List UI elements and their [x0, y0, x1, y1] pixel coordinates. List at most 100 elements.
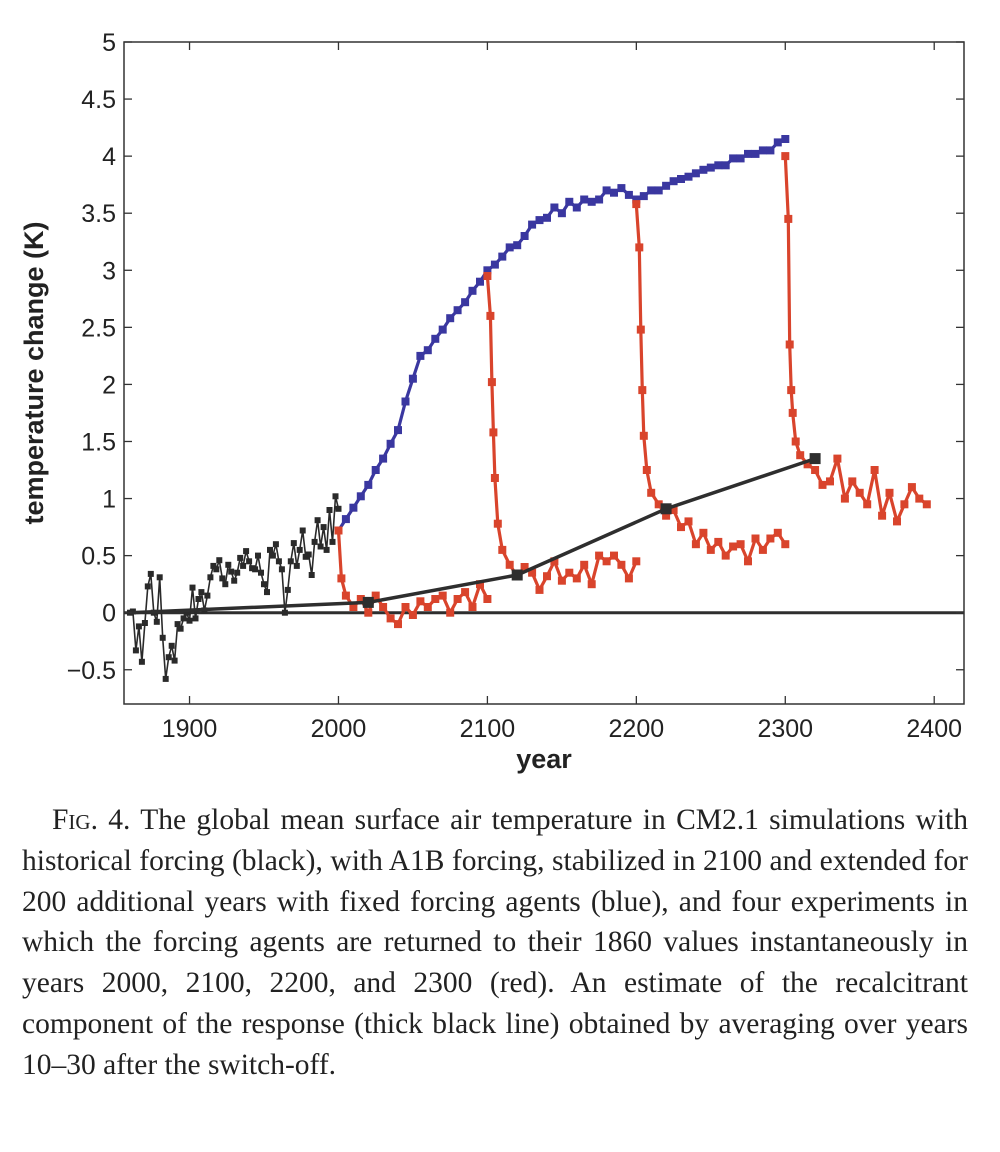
data-point-switchoff-2100 [587, 580, 596, 589]
data-point-historical [225, 561, 232, 568]
data-point-historical [162, 675, 169, 682]
data-point-historical [180, 615, 187, 622]
data-point-historical [264, 589, 270, 596]
data-point-a1b [744, 149, 752, 158]
data-point-switchoff-2000 [341, 591, 350, 600]
data-point-switchoff-2200 [638, 386, 647, 395]
data-point-switchoff-2000 [356, 595, 365, 603]
data-point-switchoff-2000 [453, 595, 462, 603]
data-point-a1b [528, 220, 537, 229]
y-tick-label: 3 [102, 257, 116, 285]
data-point-a1b [379, 454, 388, 463]
data-point-a1b [513, 241, 522, 250]
data-point-switchoff-2200 [766, 534, 775, 543]
data-point-historical [195, 596, 202, 602]
data-point-switchoff-2300 [785, 340, 794, 349]
data-point-a1b [490, 260, 499, 269]
data-point-switchoff-2200 [632, 200, 641, 209]
data-point-switchoff-2100 [528, 568, 537, 577]
data-point-switchoff-2300 [863, 500, 872, 509]
data-point-a1b [654, 186, 663, 195]
data-point-historical [284, 586, 291, 593]
data-point-a1b [431, 334, 440, 343]
data-point-historical [138, 658, 145, 665]
data-point-historical [174, 621, 181, 628]
data-point-switchoff-2200 [691, 540, 700, 549]
data-point-switchoff-2200 [647, 488, 656, 497]
y-tick-label: 4 [102, 143, 116, 171]
data-point-switchoff-2200 [642, 466, 651, 474]
data-point-a1b [691, 169, 700, 178]
data-point-historical [168, 642, 175, 649]
data-point-historical [141, 620, 148, 626]
data-point-a1b [498, 252, 507, 261]
data-point-switchoff-2000 [483, 595, 492, 603]
data-point-a1b [572, 203, 581, 212]
data-point-switchoff-2100 [487, 378, 496, 387]
data-point-historical [147, 570, 154, 577]
data-point-a1b [386, 439, 395, 448]
x-tick-label: 2100 [460, 715, 516, 743]
data-point-switchoff-2300 [788, 408, 797, 417]
data-point-historical [243, 548, 250, 555]
data-point-historical [171, 657, 178, 664]
recalcitrant-marker [511, 569, 523, 581]
data-point-switchoff-2100 [595, 551, 604, 560]
data-point-a1b [736, 154, 745, 163]
data-point-historical [290, 540, 297, 547]
data-point-historical [177, 625, 184, 632]
data-point-a1b [766, 146, 775, 155]
y-tick-label: 3.5 [81, 200, 116, 228]
y-tick-label: 1.5 [81, 428, 116, 456]
data-point-switchoff-2000 [364, 608, 373, 617]
data-point-historical [192, 615, 199, 622]
data-point-historical [269, 552, 276, 559]
data-point-historical [207, 574, 214, 581]
data-point-switchoff-2300 [833, 454, 842, 463]
data-point-switchoff-2100 [617, 560, 626, 569]
data-point-switchoff-2100 [486, 311, 495, 320]
data-point-historical [183, 609, 190, 616]
data-point-a1b [639, 192, 648, 201]
data-point-switchoff-2100 [490, 474, 499, 482]
data-point-switchoff-2100 [489, 428, 498, 437]
tick-layer: 1900 2000 2100 2200 2300 2400 −0.5 0 0.5 1 1.5 2 2.5… [67, 29, 964, 743]
data-point-switchoff-2300 [791, 437, 800, 446]
data-point-switchoff-2200 [744, 557, 752, 566]
data-point-switchoff-2200 [699, 528, 708, 537]
data-point-historical [305, 551, 312, 558]
y-tick-label: 5 [102, 29, 116, 57]
data-point-switchoff-2300 [840, 494, 849, 503]
data-point-switchoff-2100 [483, 272, 492, 280]
data-point-historical [320, 524, 327, 531]
recalcitrant-marker [809, 453, 821, 465]
data-point-switchoff-2200 [677, 523, 685, 532]
data-point-historical [135, 623, 142, 630]
data-point-a1b [632, 195, 641, 204]
data-point-switchoff-2300 [907, 483, 916, 492]
data-point-a1b [356, 492, 365, 501]
data-point-a1b [476, 277, 484, 286]
series-historical [127, 493, 342, 682]
data-point-switchoff-2100 [493, 519, 502, 528]
data-point-historical [186, 617, 193, 624]
data-point-switchoff-2000 [349, 603, 358, 611]
data-point-switchoff-2100 [498, 545, 507, 554]
series-layer [124, 135, 964, 682]
data-point-historical [281, 609, 288, 616]
data-point-historical [287, 558, 294, 565]
data-point-a1b [408, 374, 417, 383]
series-line-a1b [337, 137, 786, 532]
data-point-switchoff-2000 [371, 591, 380, 600]
series-switchoff-2100 [483, 272, 641, 594]
data-point-switchoff-2100 [505, 560, 514, 569]
data-point-a1b [721, 161, 730, 170]
data-point-switchoff-2200 [636, 325, 645, 334]
data-point-switchoff-2200 [751, 534, 760, 543]
x-tick-label: 2400 [906, 715, 962, 743]
data-point-switchoff-2100 [535, 585, 544, 594]
y-tick-label: 1 [102, 486, 116, 514]
y-tick-label: 4.5 [81, 86, 116, 114]
data-point-switchoff-2100 [557, 576, 566, 585]
data-point-a1b [580, 195, 589, 204]
